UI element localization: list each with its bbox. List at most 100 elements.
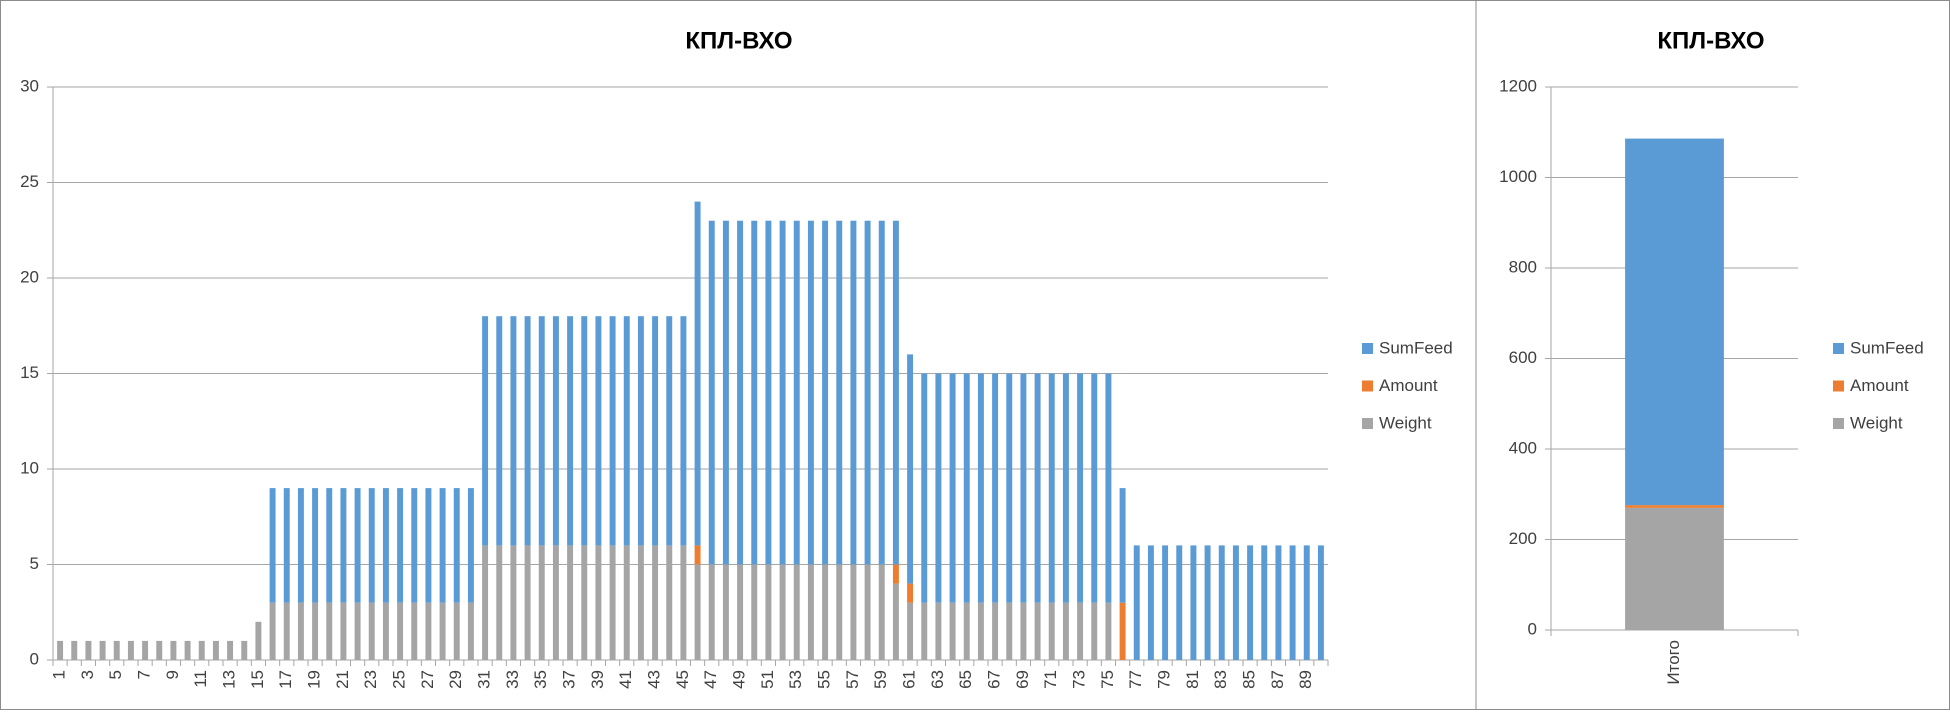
x-tick-label: 41 [616,670,635,689]
x-tick-label: 45 [673,670,692,689]
bar-segment [765,564,772,660]
bar-segment [1077,602,1084,660]
x-tick-label: 23 [361,670,380,689]
bar-segment [312,602,319,660]
bar-segment [552,545,559,660]
x-tick-label: 17 [276,670,295,689]
bar-segment [892,564,899,584]
bar-segment [992,373,999,603]
bar-segment [1119,602,1126,660]
bar-segment [538,545,545,660]
x-tick-label: 69 [1013,670,1032,689]
y-tick-label: 200 [1509,529,1537,548]
bar-segment [963,373,970,603]
legend-swatch [1362,343,1373,354]
x-tick-label: 29 [446,670,465,689]
bar-segment [1625,505,1724,508]
bar-segment [85,640,92,660]
bar-segment [609,545,616,660]
x-tick-label: 47 [701,670,720,689]
x-tick-label: 53 [786,670,805,689]
bar-segment [637,316,644,546]
x-tick-label: 75 [1098,670,1117,689]
bar-segment [793,564,800,660]
bar-segment [666,545,673,660]
bar-segment [1261,545,1268,660]
x-tick-label: 59 [871,670,890,689]
legend-label: Weight [1850,413,1903,432]
x-tick-label: 35 [531,670,550,689]
bar-segment [397,488,404,603]
bar-segment [751,220,758,565]
x-tick-label: 83 [1211,670,1230,689]
bar-segment [1133,545,1140,660]
bar-segment [992,602,999,660]
bar-segment [722,564,729,660]
legend-label: Amount [1379,376,1438,395]
bar-segment [935,373,942,603]
bar-segment [850,564,857,660]
bar-segment [425,602,432,660]
y-tick-label: 5 [30,554,39,573]
bar-segment [595,316,602,546]
bar-segment [680,545,687,660]
bar-segment [1176,545,1183,660]
x-tick-label: 67 [985,670,1004,689]
bar-segment [708,220,715,565]
bar-segment [864,564,871,660]
bar-segment [439,602,446,660]
bar-segment [99,640,106,660]
bar-segment [878,220,885,565]
bar-segment [1625,507,1724,630]
x-tick-label: 79 [1155,670,1174,689]
bar-segment [694,545,701,565]
bar-segment [567,316,574,546]
bar-segment [836,564,843,660]
bar-segment [822,220,829,565]
bar-segment [1190,545,1197,660]
x-tick-label: 49 [730,670,749,689]
bar-segment [1020,602,1027,660]
bar-segment [354,488,361,603]
x-tick-label: 25 [390,670,409,689]
bar-segment [850,220,857,565]
bar-segment [524,545,531,660]
x-tick-label: 57 [843,670,862,689]
bar-segment [765,220,772,565]
bar-segment [1119,488,1126,603]
x-tick-label: 33 [503,670,522,689]
bar-segment [57,640,64,660]
bar-segment [977,373,984,603]
bar-segment [921,373,928,603]
bar-segment [227,640,234,660]
x-tick-label: 65 [956,670,975,689]
bar-segment [949,373,956,603]
bar-segment [368,488,375,603]
bar-segment [269,488,276,603]
bar-segment [425,488,432,603]
bar-segment [1034,373,1041,603]
x-tick-label: 15 [248,670,267,689]
bar-segment [241,640,248,660]
bar-segment [283,488,290,603]
bar-segment [779,564,786,660]
bar-segment [326,488,333,603]
bar-segment [708,564,715,660]
bar-segment [382,602,389,660]
bar-segment [1218,545,1225,660]
bar-segment [907,602,914,660]
x-tick-label: 9 [163,670,182,679]
x-tick-label: 43 [645,670,664,689]
y-tick-label: 10 [20,458,39,477]
bar-segment [510,316,517,546]
bar-segment [807,564,814,660]
bar-segment [1077,373,1084,603]
legend-label: SumFeed [1379,338,1453,357]
bar-segment [71,640,78,660]
bar-segment [935,602,942,660]
bar-segment [326,602,333,660]
x-tick-label: 87 [1268,670,1287,689]
bar-segment [1091,602,1098,660]
